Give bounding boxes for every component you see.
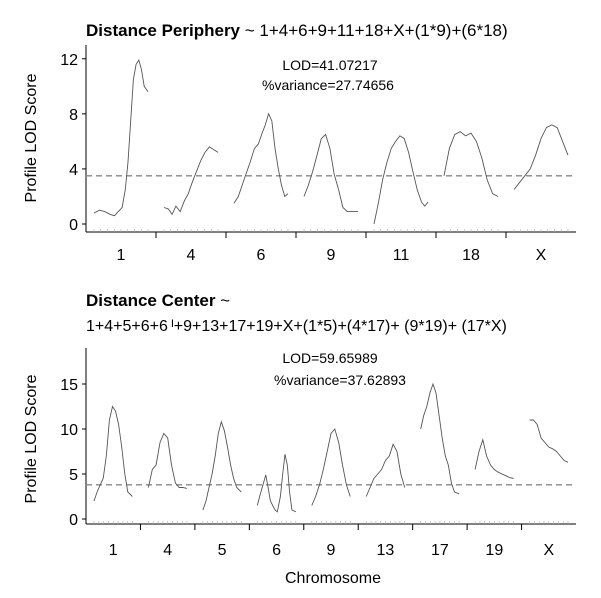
annotation-variance-top: %variance=27.74656 <box>262 77 394 93</box>
bottom-series-chr-19 <box>474 438 514 479</box>
top-ytick-label: 4 <box>69 162 78 179</box>
bottom-chr-label: 9 <box>327 542 336 559</box>
top-chr-label: 11 <box>393 247 410 264</box>
title-top-bold: Distance Periphery <box>86 21 241 40</box>
bottom-chr-label: 5 <box>218 542 227 559</box>
top-series-chr-18 <box>443 131 499 197</box>
top-ytick-label: 12 <box>60 52 78 69</box>
ylabel-top: Profile LOD Score <box>23 73 40 202</box>
top-ytick-label: 0 <box>69 217 78 234</box>
bottom-ytick-label: 10 <box>60 422 78 439</box>
xlabel-bottom: Chromosome <box>285 570 381 587</box>
title-bottom-formula: 1+4+5+6+6 ᴵ+9+13+17+19+X+(1*5)+(4*17)+ (… <box>86 318 507 335</box>
top-series-chr-X <box>513 124 569 190</box>
top-series-chr-9 <box>303 133 358 213</box>
title-bottom-tilde: ~ <box>215 291 230 310</box>
top-series-chr-6 <box>233 112 289 204</box>
bottom-chr-label: 13 <box>377 542 395 559</box>
panel-top: Distance Periphery ~ 1+4+6+9+11+18+X+(1*… <box>23 21 576 264</box>
top-chr-label: 1 <box>117 247 126 264</box>
top-chr-label: 18 <box>462 247 480 264</box>
annotation-lod-bottom: LOD=59.65989 <box>282 350 378 366</box>
top-chr-label: 6 <box>257 247 266 264</box>
bottom-ytick-label: 0 <box>69 512 78 529</box>
annotation-lod-top: LOD=41.07217 <box>282 57 378 73</box>
title-bottom: Distance Center ~ <box>86 291 230 310</box>
top-series-chr-1 <box>93 59 149 217</box>
bottom-series-chr-13 <box>365 443 406 497</box>
ylabel-bottom: Profile LOD Score <box>23 374 40 503</box>
bottom-series-chr-4 <box>147 432 188 489</box>
top-series-chr-11 <box>373 135 429 225</box>
bottom-series-chr-5 <box>202 420 242 511</box>
title-top: Distance Periphery ~ 1+4+6+9+11+18+X+(1*… <box>86 21 508 40</box>
bottom-chr-label: 4 <box>163 542 172 559</box>
plot-area-bottom: 0 5 10 15 1 4 5 6 9 13 17 19 X <box>60 348 576 559</box>
bottom-ytick-label: 5 <box>69 467 78 484</box>
top-chr-label: X <box>536 247 547 264</box>
plot-area-top: 0 4 8 12 1 4 6 9 11 18 X <box>60 45 576 264</box>
bottom-chr-label: 17 <box>431 542 449 559</box>
bottom-series-chr-17 <box>420 382 460 495</box>
bottom-series-chr-9 <box>311 428 351 506</box>
bottom-ytick-label: 15 <box>60 377 78 394</box>
bottom-chr-label: 19 <box>485 542 503 559</box>
title-top-formula: ~ 1+4+6+9+11+18+X+(1*9)+(6*18) <box>240 21 508 40</box>
top-chr-label: 9 <box>327 247 336 264</box>
bottom-chr-label: X <box>543 542 554 559</box>
title-bottom-bold: Distance Center <box>86 291 216 310</box>
bottom-series-chr-X <box>529 419 569 463</box>
annotation-variance-bottom: %variance=37.62893 <box>274 372 406 388</box>
panel-bottom: Distance Center ~ 1+4+5+6+6 ᴵ+9+13+17+19… <box>23 291 576 587</box>
top-chr-label: 4 <box>187 247 196 264</box>
bottom-chr-label: 6 <box>272 542 281 559</box>
bottom-chr-label: 1 <box>109 542 118 559</box>
bottom-series-chr-6 <box>256 454 296 513</box>
top-series-chr-4 <box>163 146 219 216</box>
bottom-series-chr-1 <box>93 405 133 502</box>
top-ytick-label: 8 <box>69 107 78 124</box>
